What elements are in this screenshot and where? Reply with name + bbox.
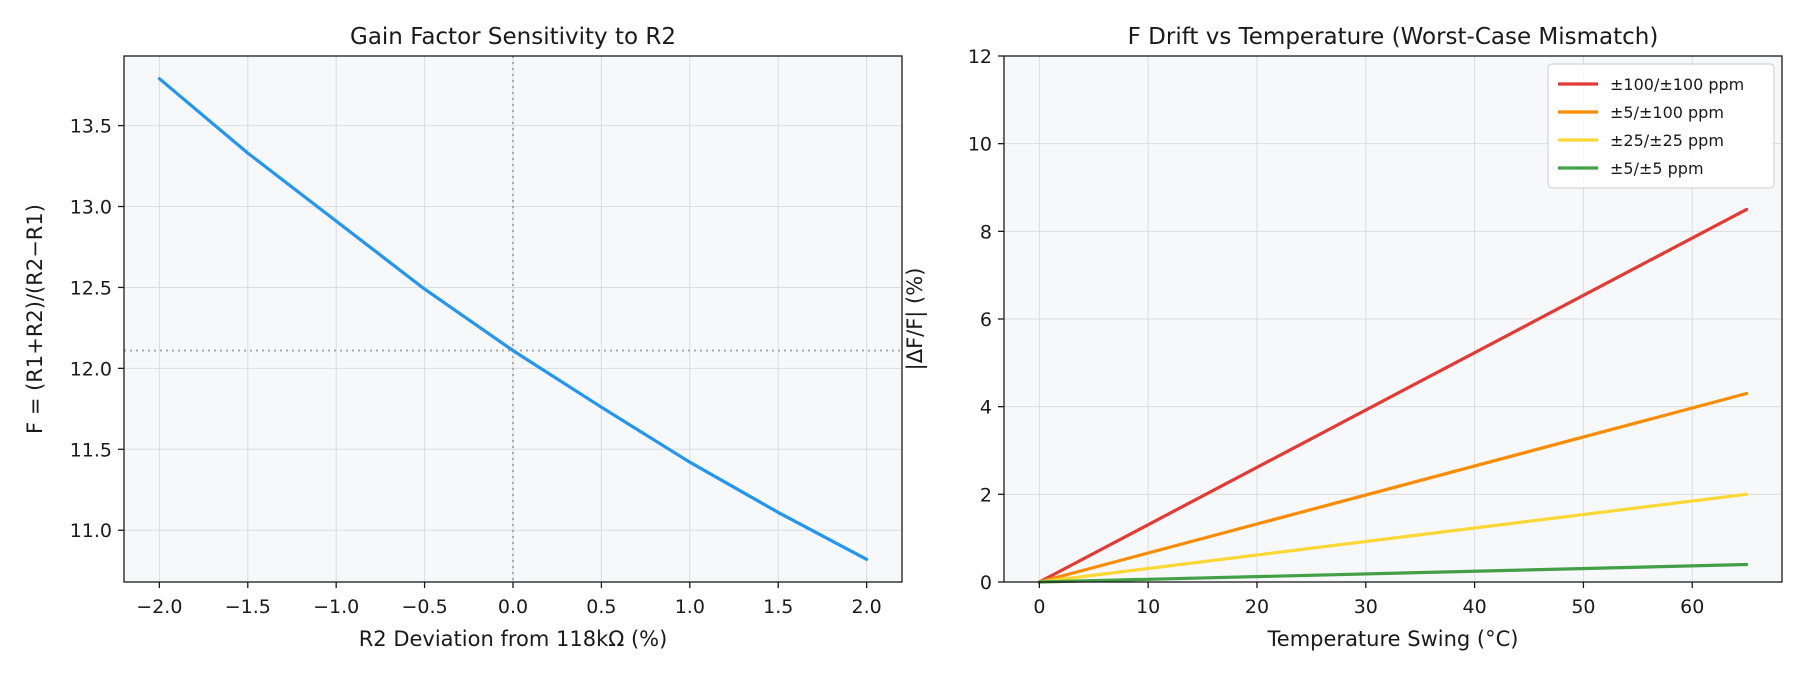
series-line-0 <box>157 77 869 561</box>
x-tick-label: 0 <box>1033 596 1045 618</box>
x-tick-label: 40 <box>1463 596 1487 618</box>
series-line-1 <box>1037 391 1749 584</box>
x-tick-label: 10 <box>1136 596 1160 618</box>
y-axis-label: |ΔF/F| (%) <box>903 268 928 371</box>
x-tick-label: 0.0 <box>498 596 528 618</box>
x-tick-label: 20 <box>1245 596 1269 618</box>
y-tick-label: 12.5 <box>70 277 112 299</box>
y-tick-label: 6 <box>980 309 992 331</box>
x-tick-label: −2.0 <box>136 596 182 618</box>
x-tick-label: 2.0 <box>852 596 882 618</box>
chart-title: F Drift vs Temperature (Worst-Case Misma… <box>1128 24 1659 50</box>
x-tick-label: 60 <box>1680 596 1704 618</box>
x-tick-label: −0.5 <box>402 596 448 618</box>
series-line-3 <box>1037 562 1749 584</box>
y-tick-label: 13.0 <box>70 197 112 219</box>
temperature-drift-panel: 0 10 20 30 40 50 60 0 2 4 6 8 10 12 F Drift vs Tempera… <box>903 24 1783 651</box>
y-axis-label: F = (R1+R2)/(R2−R1) <box>23 204 47 434</box>
y-tick-label: 2 <box>980 484 992 506</box>
series-line-2 <box>1037 492 1749 584</box>
x-axis-label: Temperature Swing (°C) <box>1267 627 1519 651</box>
x-tick-label: −1.0 <box>313 596 359 618</box>
series-line-0 <box>1037 207 1749 584</box>
legend-label-3: ±5/±5 ppm <box>1610 159 1704 178</box>
y-tick-label: 11.0 <box>70 520 112 542</box>
gain-factor-panel: −2.0 −1.5 −1.0 −0.5 0.0 0.5 1.0 1.5 2.0 11.0 11.5 1… <box>23 24 903 651</box>
x-tick-label: 1.0 <box>675 596 705 618</box>
y-tick-label: 13.5 <box>70 116 112 138</box>
x-tick-label: 0.5 <box>586 596 616 618</box>
x-tick-label: 50 <box>1571 596 1595 618</box>
chart-title: Gain Factor Sensitivity to R2 <box>350 24 676 50</box>
legend-label-1: ±5/±100 ppm <box>1610 103 1724 122</box>
legend-box <box>1547 63 1775 189</box>
x-tick-label: −1.5 <box>225 596 271 618</box>
x-tick-label: 1.5 <box>763 596 793 618</box>
x-axis-label: R2 Deviation from 118kΩ (%) <box>359 627 668 651</box>
legend: ±100/±100 ppm ±5/±100 ppm ±25/±25 ppm ±5/±5… <box>1547 63 1775 189</box>
y-tick-label: 12 <box>968 46 992 68</box>
y-tick-label: 4 <box>980 397 992 419</box>
y-tick-label: 12.0 <box>70 358 112 380</box>
y-tick-label: 11.5 <box>70 439 112 461</box>
y-tick-label: 10 <box>968 134 992 156</box>
y-tick-label: 8 <box>980 221 992 243</box>
legend-label-2: ±25/±25 ppm <box>1610 131 1724 150</box>
legend-label-0: ±100/±100 ppm <box>1610 75 1744 94</box>
x-tick-label: 30 <box>1354 596 1378 618</box>
y-tick-label: 0 <box>980 572 992 594</box>
